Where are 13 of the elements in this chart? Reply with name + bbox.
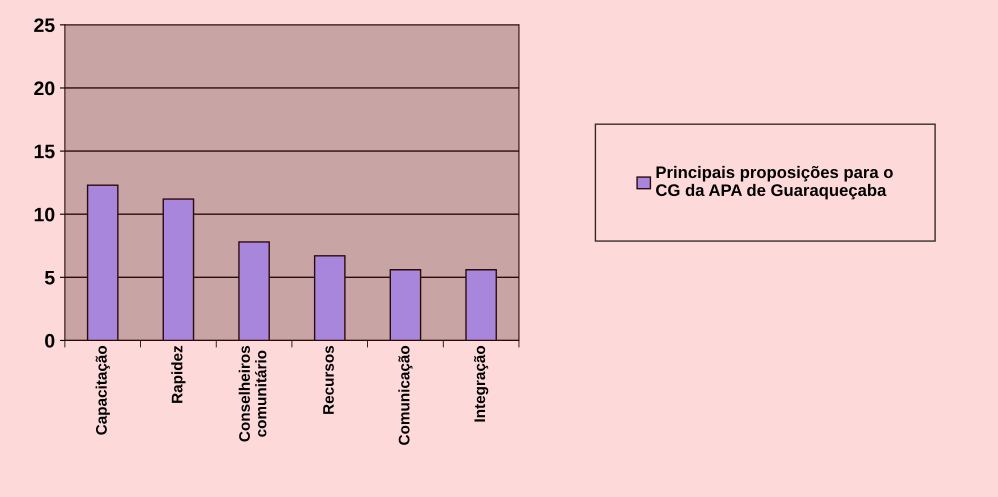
y-tick-label: 20 [34, 81, 54, 96]
x-tick-label: Recursos [323, 346, 334, 414]
legend-label: Principais proposições para o CG da APA de Guaraqueçaba [656, 166, 893, 200]
x-tick-label: Rapidez [171, 346, 186, 403]
y-tick-label: 10 [34, 208, 54, 222]
x-tick-label: Comunicação [398, 346, 413, 445]
x-tick-label: Conselheiros comunitário [238, 346, 266, 442]
y-tick-label: 0 [45, 334, 54, 348]
x-tick-label: Capacitação [96, 346, 110, 435]
x-tick-label: Integração [474, 346, 488, 422]
y-tick-label: 25 [34, 18, 55, 32]
y-tick-label: 5 [44, 270, 55, 285]
y-tick-label: 15 [34, 144, 55, 158]
